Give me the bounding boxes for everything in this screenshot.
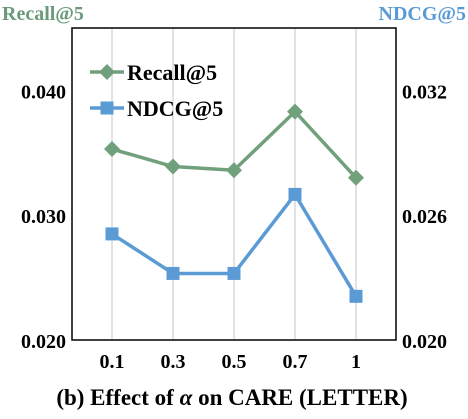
- right-tick-label: 0.020: [402, 331, 447, 353]
- series-1: [105, 187, 363, 303]
- x-tick-label: 0.1: [100, 351, 125, 373]
- left-axis-ticks: 0.020 0.030 0.040: [21, 81, 66, 353]
- legend-marker: [99, 64, 115, 80]
- chart-title: (b) Effect of α on CARE (LETTER): [56, 385, 407, 410]
- title-prefix: (b) Effect of: [56, 385, 179, 410]
- series-0-point: [287, 103, 303, 120]
- legend-marker: [100, 101, 114, 115]
- right-tick-label: 0.032: [402, 81, 447, 103]
- series-0: [104, 103, 364, 186]
- legend-label: NDCG@5: [127, 96, 223, 121]
- x-tick-label: 0.5: [222, 351, 247, 373]
- title-suffix: on CARE (LETTER): [192, 385, 407, 410]
- x-axis-ticks: 0.1 0.3 0.5 0.7 1: [100, 351, 362, 373]
- title-alpha: α: [180, 385, 194, 410]
- right-axis-label: NDCG@5: [379, 3, 467, 25]
- series-1-point: [166, 266, 180, 280]
- legend: Recall@5 NDCG@5: [90, 60, 223, 121]
- left-tick-label: 0.040: [21, 81, 66, 103]
- x-tick-label: 0.7: [283, 351, 308, 373]
- series-layer: [104, 103, 364, 303]
- right-axis-ticks: 0.020 0.026 0.032: [402, 81, 447, 353]
- left-tick-label: 0.030: [21, 206, 66, 228]
- series-1-point: [349, 289, 363, 303]
- plot-frame: [71, 27, 397, 341]
- series-0-point: [165, 158, 181, 175]
- x-tick-label: 0.3: [161, 351, 186, 373]
- series-1-point: [227, 266, 241, 280]
- right-tick-label: 0.026: [402, 206, 447, 228]
- series-0-point: [348, 169, 364, 186]
- series-0-point: [226, 162, 242, 179]
- left-axis-label: Recall@5: [2, 3, 84, 25]
- x-tick-label: 1: [351, 351, 361, 373]
- left-tick-label: 0.020: [21, 331, 66, 353]
- series-1-point: [288, 187, 302, 201]
- legend-label: Recall@5: [127, 60, 217, 85]
- series-0-point: [104, 141, 120, 158]
- series-1-point: [105, 227, 119, 241]
